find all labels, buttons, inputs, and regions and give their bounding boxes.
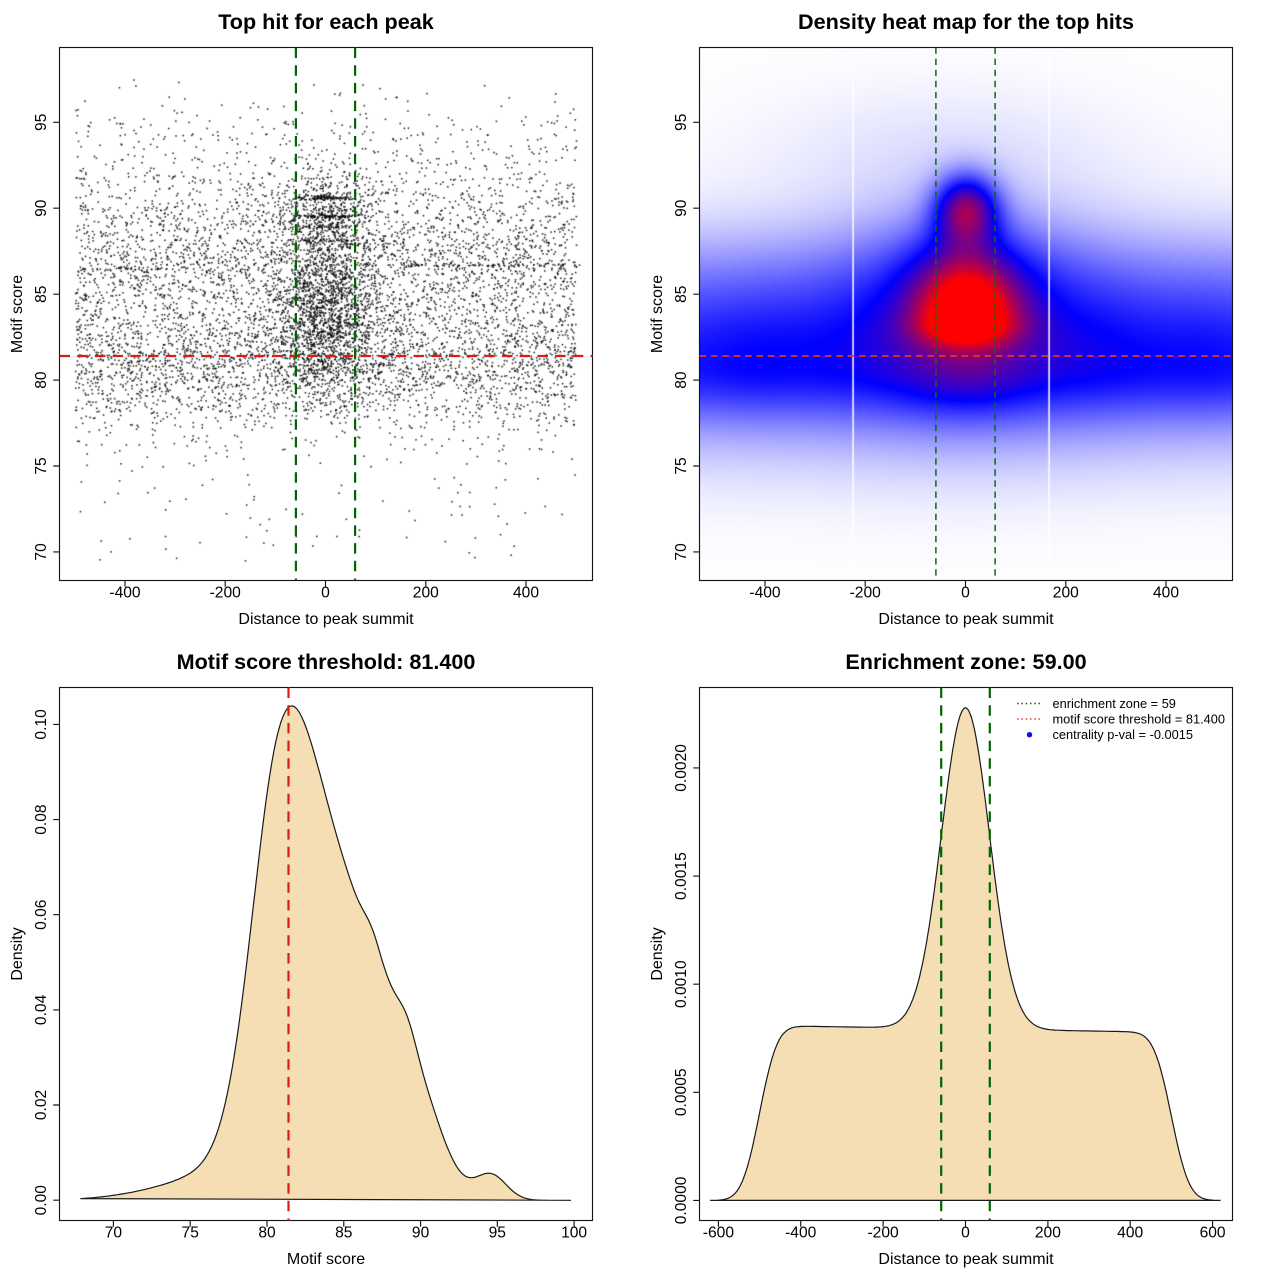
svg-text:400: 400 bbox=[1153, 585, 1179, 602]
svg-text:85: 85 bbox=[673, 285, 690, 303]
svg-text:0.04: 0.04 bbox=[33, 994, 50, 1025]
svg-text:90: 90 bbox=[33, 199, 50, 217]
svg-text:0: 0 bbox=[961, 1225, 970, 1242]
svg-text:80: 80 bbox=[33, 371, 50, 389]
svg-text:Density heat map for the top h: Density heat map for the top hits bbox=[798, 9, 1134, 34]
svg-text:70: 70 bbox=[673, 543, 690, 561]
svg-text:0: 0 bbox=[961, 585, 970, 602]
svg-text:90: 90 bbox=[673, 199, 690, 217]
svg-text:Motif score: Motif score bbox=[287, 1251, 365, 1268]
svg-text:Motif score: Motif score bbox=[649, 275, 666, 353]
svg-text:Distance to peak summit: Distance to peak summit bbox=[238, 611, 414, 628]
svg-text:0.10: 0.10 bbox=[33, 709, 50, 740]
svg-text:Motif score: Motif score bbox=[9, 275, 26, 353]
svg-text:-600: -600 bbox=[703, 1225, 735, 1242]
svg-text:-200: -200 bbox=[850, 585, 882, 602]
svg-text:Enrichment zone: 59.00: Enrichment zone: 59.00 bbox=[845, 649, 1086, 674]
svg-text:85: 85 bbox=[335, 1225, 353, 1242]
svg-text:75: 75 bbox=[33, 457, 50, 475]
svg-text:Motif score threshold: 81.400: Motif score threshold: 81.400 bbox=[177, 649, 476, 674]
svg-text:200: 200 bbox=[1035, 1225, 1061, 1242]
svg-text:0.08: 0.08 bbox=[33, 804, 50, 834]
svg-text:-400: -400 bbox=[109, 585, 141, 602]
svg-text:motif score threshold = 81.400: motif score threshold = 81.400 bbox=[1053, 712, 1226, 727]
svg-text:400: 400 bbox=[1117, 1225, 1143, 1242]
svg-text:-400: -400 bbox=[749, 585, 781, 602]
svg-text:centrality p-val = -0.0015: centrality p-val = -0.0015 bbox=[1053, 727, 1194, 742]
svg-text:80: 80 bbox=[673, 371, 690, 389]
svg-text:0: 0 bbox=[321, 585, 330, 602]
svg-text:0.0000: 0.0000 bbox=[673, 1176, 690, 1224]
svg-text:-200: -200 bbox=[210, 585, 242, 602]
svg-text:0.0005: 0.0005 bbox=[673, 1068, 690, 1116]
svg-text:Density: Density bbox=[9, 927, 26, 980]
svg-text:-400: -400 bbox=[785, 1225, 817, 1242]
svg-text:-200: -200 bbox=[867, 1225, 899, 1242]
svg-text:0.02: 0.02 bbox=[33, 1090, 50, 1120]
svg-text:85: 85 bbox=[33, 285, 50, 303]
svg-text:Distance to peak summit: Distance to peak summit bbox=[878, 611, 1054, 628]
svg-text:75: 75 bbox=[182, 1225, 200, 1242]
svg-text:Density: Density bbox=[649, 927, 666, 980]
svg-text:70: 70 bbox=[105, 1225, 123, 1242]
svg-text:enrichment zone = 59: enrichment zone = 59 bbox=[1053, 696, 1176, 711]
svg-text:200: 200 bbox=[413, 585, 439, 602]
svg-text:80: 80 bbox=[258, 1225, 276, 1242]
svg-text:75: 75 bbox=[673, 457, 690, 475]
svg-text:0.0020: 0.0020 bbox=[673, 744, 690, 792]
svg-text:100: 100 bbox=[561, 1225, 587, 1242]
svg-text:200: 200 bbox=[1053, 585, 1079, 602]
svg-text:Top hit for each peak: Top hit for each peak bbox=[218, 9, 435, 34]
svg-text:400: 400 bbox=[513, 585, 539, 602]
svg-text:70: 70 bbox=[33, 543, 50, 561]
svg-text:0.0015: 0.0015 bbox=[673, 852, 690, 900]
svg-text:90: 90 bbox=[412, 1225, 430, 1242]
svg-text:0.00: 0.00 bbox=[33, 1185, 50, 1216]
svg-text:Distance to peak summit: Distance to peak summit bbox=[878, 1251, 1054, 1268]
svg-text:95: 95 bbox=[673, 113, 690, 131]
svg-text:600: 600 bbox=[1200, 1225, 1226, 1242]
svg-text:95: 95 bbox=[489, 1225, 507, 1242]
svg-text:0.0010: 0.0010 bbox=[673, 960, 690, 1008]
svg-text:95: 95 bbox=[33, 113, 50, 131]
svg-text:0.06: 0.06 bbox=[33, 900, 50, 930]
